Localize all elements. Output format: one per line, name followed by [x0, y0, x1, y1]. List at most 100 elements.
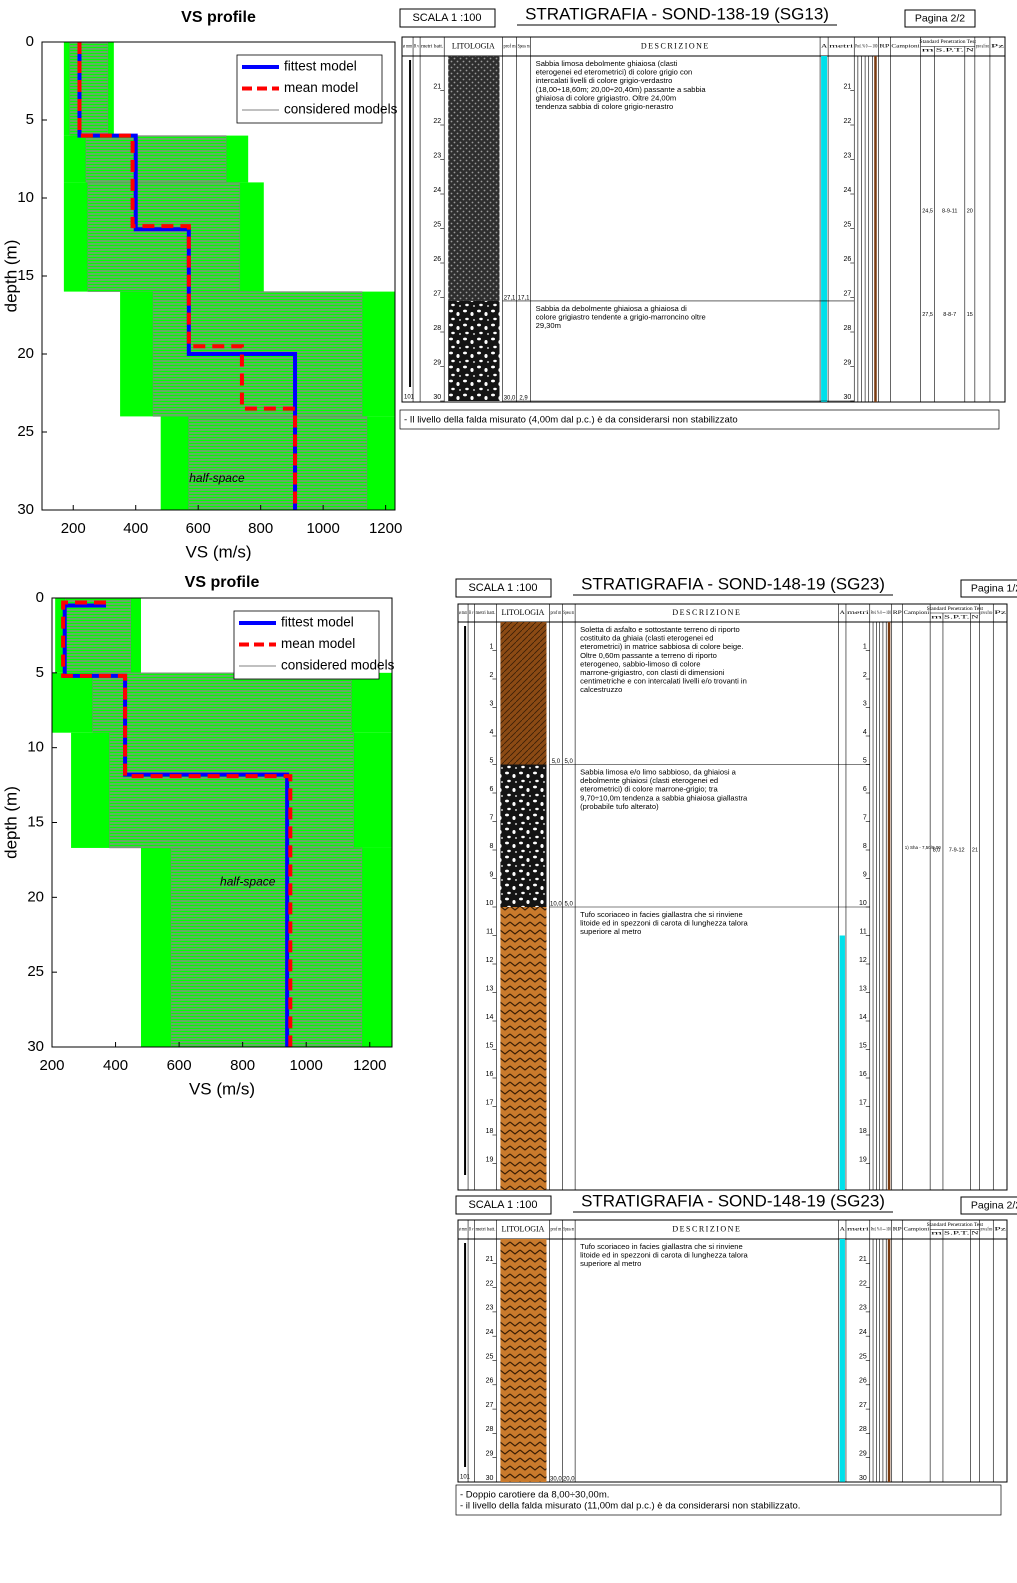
header: prove al fono — [981, 611, 993, 616]
layer-bottom: 10,0 — [550, 902, 562, 908]
layer-bottom: 27,1 — [504, 296, 516, 302]
description: tendenza sabbia di colore grigio-nerastr… — [536, 102, 674, 111]
header: N — [971, 1232, 979, 1237]
depth-label: 28 — [433, 325, 441, 332]
header: LITOLOGIA — [501, 1224, 544, 1233]
depth-label: 28 — [486, 1426, 494, 1433]
x-tick-label: 600 — [186, 520, 211, 537]
legend-label: mean model — [281, 636, 355, 651]
chart-title: VS profile — [181, 9, 256, 26]
description: calcestruzzo — [580, 685, 622, 694]
header: Standard Penetration Test — [927, 1222, 984, 1228]
header: Pz — [994, 611, 1008, 616]
depth-label: 30 — [433, 394, 441, 401]
lithology — [500, 765, 546, 908]
header: DESCRIZIONE — [672, 608, 741, 617]
depth-label: 3 — [863, 700, 867, 707]
header: Campioni — [904, 1228, 930, 1233]
depth-label: 11 — [859, 928, 866, 935]
x-tick-label: 1000 — [290, 1057, 323, 1074]
depth-label: 30 — [486, 1475, 494, 1482]
depth-label: 23 — [433, 152, 441, 159]
description: superiore al metro — [580, 927, 641, 936]
header: m — [931, 1232, 942, 1237]
depth-label: 19 — [486, 1156, 494, 1163]
depth-label: 30 — [859, 1475, 867, 1482]
spt-n: 15 — [967, 312, 973, 318]
header: RP — [879, 45, 889, 50]
depth-label: 26 — [843, 256, 851, 263]
header: S.P.T. — [944, 616, 969, 621]
header: DESCRIZIONE — [672, 1224, 741, 1233]
depth-label: 5 — [490, 757, 494, 764]
y-axis-label: depth (m) — [1, 240, 20, 313]
layer-thickness: 5,0 — [565, 759, 574, 765]
considered-models-band — [70, 42, 108, 136]
scale-label: SCALA 1 :100 — [468, 1199, 537, 1211]
header: metri batt. — [421, 45, 443, 50]
note: - il livello della falda misurato (11,00… — [460, 1501, 800, 1512]
header: LITOLOGIA — [452, 41, 495, 50]
depth-label: 16 — [486, 1071, 494, 1078]
depth-label: 18 — [486, 1128, 494, 1135]
depth-label: 9 — [490, 871, 494, 878]
depth-label: 11 — [486, 928, 493, 935]
header: R v — [469, 1228, 474, 1233]
depth-label: 25 — [433, 221, 441, 228]
note: - Il livello della falda misurato (4,00m… — [404, 415, 738, 426]
depth-label: 22 — [859, 1280, 867, 1287]
depth-label: 23 — [859, 1305, 867, 1312]
depth-label: 1 — [863, 643, 867, 650]
depth-label: 2 — [490, 672, 494, 679]
depth-label: 21 — [486, 1256, 494, 1263]
header: ø mm — [403, 45, 412, 50]
legend-label: mean model — [284, 80, 358, 95]
spt-n: 21 — [972, 847, 978, 853]
x-axis-label: VS (m/s) — [189, 1079, 255, 1098]
header: A — [840, 1228, 846, 1233]
considered-models-band — [65, 598, 130, 673]
depth-label: 25 — [843, 221, 851, 228]
depth-label: 5 — [863, 757, 867, 764]
layer-bottom: 30,0 — [504, 396, 516, 402]
depth-label: 6 — [863, 786, 867, 793]
depth-label: 16 — [859, 1071, 867, 1078]
depth-label: 13 — [486, 985, 494, 992]
spt-blows: 7-9-12 — [949, 847, 965, 853]
depth-label: 10 — [859, 900, 867, 907]
x-tick-label: 400 — [123, 520, 148, 537]
legend-label: fittest model — [284, 59, 357, 74]
depth-label: 25 — [859, 1353, 867, 1360]
header: Spess m — [563, 611, 574, 616]
diameter: 101 — [460, 1475, 471, 1481]
depth-label: 17 — [486, 1099, 494, 1106]
figure: half-space051015202530200400600800100012… — [0, 0, 1017, 1583]
depth-label: 27 — [486, 1402, 494, 1409]
depth-label: 23 — [843, 152, 851, 159]
header: Spess m — [563, 1228, 574, 1233]
y-tick-label: 20 — [27, 888, 44, 905]
header: m — [922, 49, 934, 54]
depth-label: 15 — [859, 1042, 867, 1049]
header: Standard Penetration Test — [920, 39, 977, 45]
header: metri batt. — [475, 611, 495, 616]
considered-models-band — [93, 673, 351, 733]
header: prof m — [551, 1228, 562, 1233]
depth-label: 12 — [486, 957, 494, 964]
layer-thickness: 20,0 — [563, 1477, 575, 1483]
depth-label: 22 — [486, 1280, 494, 1287]
x-tick-label: 1000 — [306, 520, 339, 537]
header: R v — [469, 611, 474, 616]
depth-label: 7 — [490, 814, 494, 821]
depth-label: 3 — [490, 700, 494, 707]
spt-blows: 8-8-7 — [943, 312, 956, 318]
header: Spess m — [518, 45, 530, 50]
depth-label: 14 — [859, 1014, 867, 1021]
y-tick-label: 10 — [17, 189, 34, 206]
header: ø mm — [459, 611, 467, 616]
header: RP — [893, 1228, 902, 1233]
header: prove al fono — [981, 1228, 993, 1233]
depth-label: 13 — [859, 985, 867, 992]
depth-label: 12 — [859, 957, 867, 964]
